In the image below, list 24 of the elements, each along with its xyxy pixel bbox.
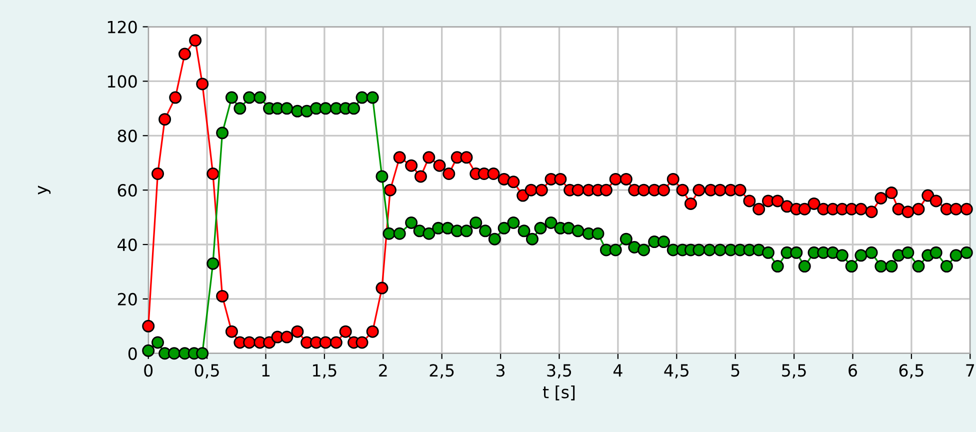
y-tick-label: 100 (108, 75, 137, 88)
x-tick-label: 0 (144, 364, 153, 377)
y-tick-label: 80 (118, 130, 137, 142)
x-tick-label: 6,5 (899, 364, 924, 378)
x-tick-label: 5 (731, 364, 740, 377)
y-tick-label: 20 (118, 292, 137, 306)
y-tick-label: 40 (118, 238, 137, 252)
x-tick-label: 0,5 (194, 364, 219, 378)
x-tick-label: 2,5 (430, 364, 454, 378)
y-tick-label: 0 (128, 347, 137, 360)
y-tick-label: 60 (118, 184, 137, 197)
x-tick-label: 5,5 (782, 364, 806, 378)
x-tick-label: 1,5 (313, 364, 336, 378)
x-tick-label: 3,5 (547, 364, 572, 378)
y-tick-label: 120 (108, 20, 137, 34)
x-axis-title: t [s] (542, 385, 575, 400)
y-axis-title: y (38, 186, 51, 195)
x-tick-label: 4 (613, 364, 622, 376)
x-tick-label: 1 (262, 364, 270, 376)
x-tick-label: 2 (379, 364, 387, 376)
x-tick-label: 3 (496, 364, 505, 377)
x-tick-label: 6 (848, 364, 857, 377)
x-tick-label: 4,5 (664, 364, 688, 378)
x-tick-label: 7 (966, 364, 974, 376)
